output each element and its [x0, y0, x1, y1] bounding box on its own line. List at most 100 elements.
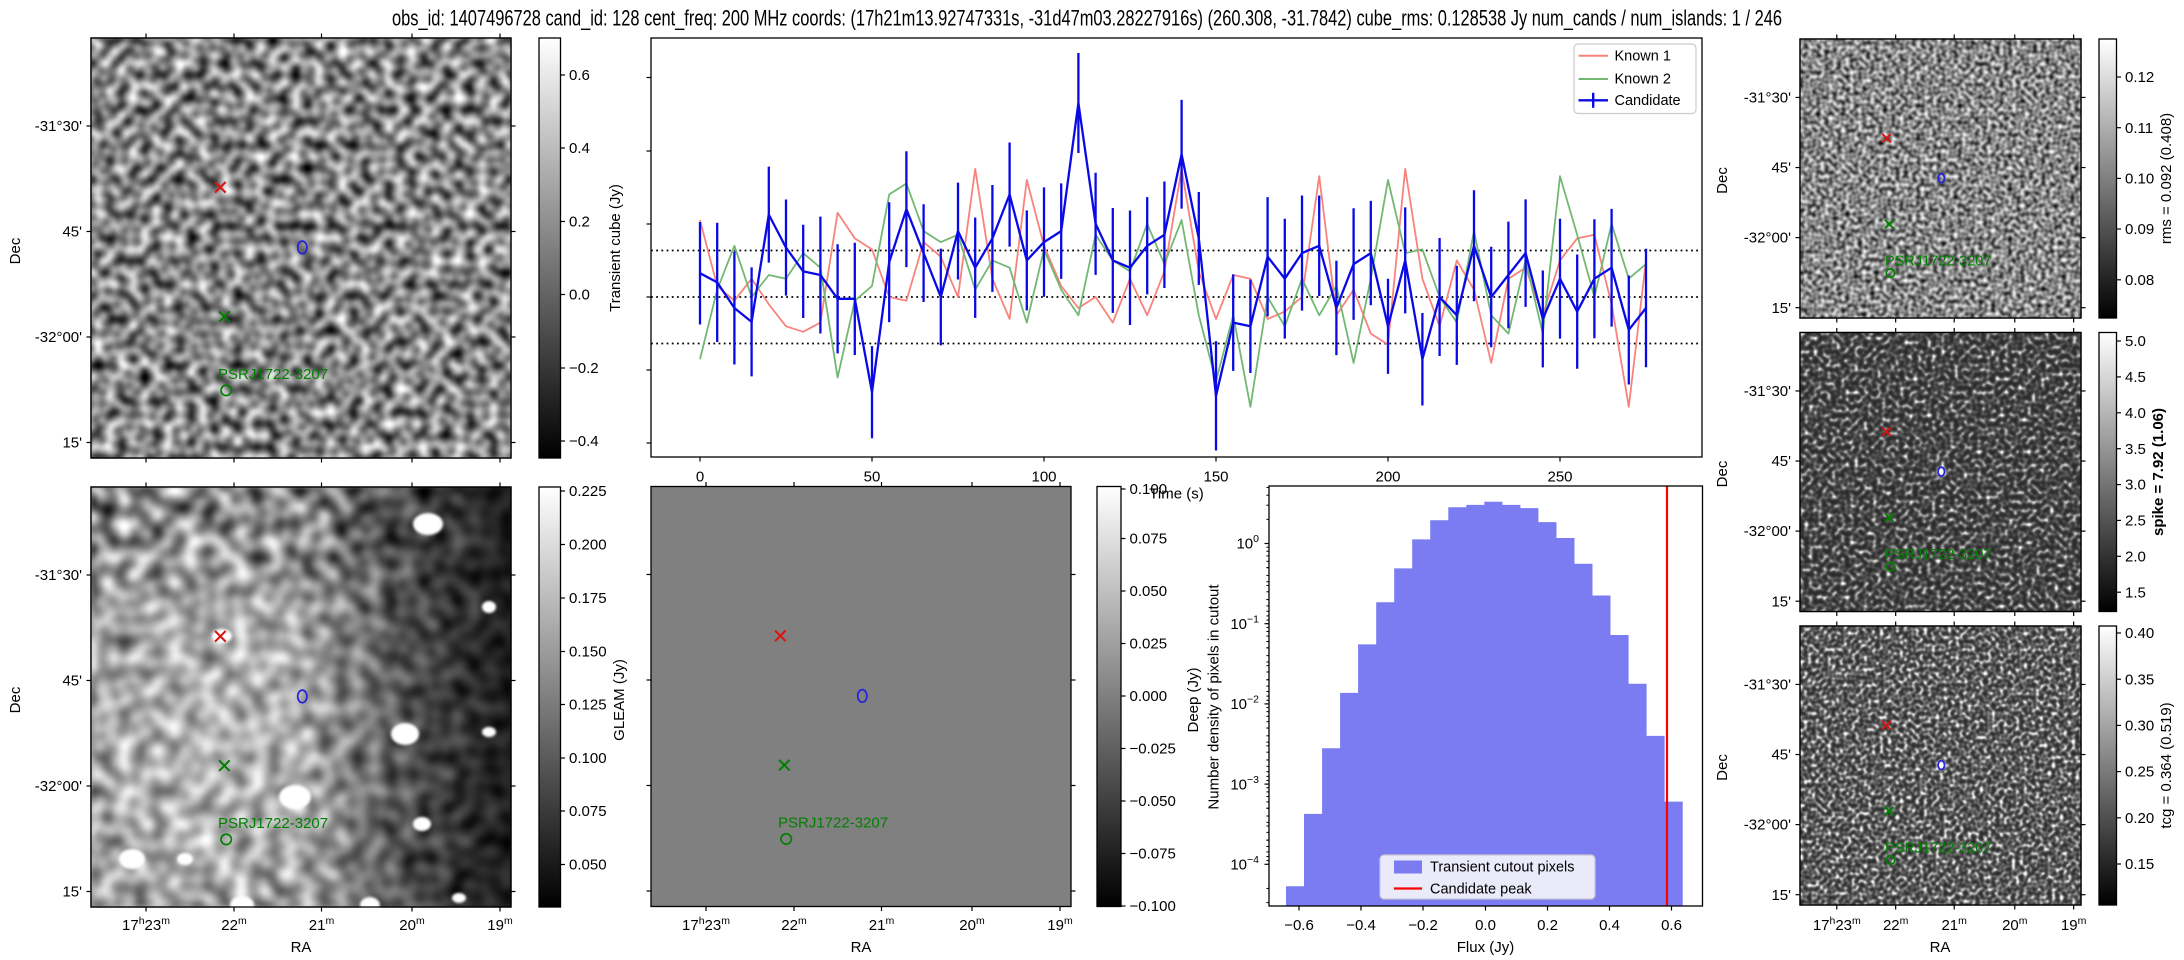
svg-text:150: 150: [1203, 469, 1228, 486]
svg-text:22m: 22m: [221, 915, 247, 934]
svg-text:Known 1: Known 1: [1615, 49, 1671, 65]
svg-text:0.4: 0.4: [1599, 917, 1620, 934]
svg-text:-32°00': -32°00': [1744, 523, 1791, 540]
svg-text:Number density of pixels in cu: Number density of pixels in cutout: [1206, 584, 1223, 810]
svg-text:0.30: 0.30: [2125, 718, 2154, 735]
svg-text:22m: 22m: [781, 915, 807, 934]
svg-text:0.125: 0.125: [569, 697, 607, 714]
svg-text:0.050: 0.050: [569, 857, 607, 874]
svg-text:PSRJ1722-3207: PSRJ1722-3207: [218, 366, 328, 383]
svg-text:0.000: 0.000: [1130, 688, 1168, 705]
svg-text:PSRJ1722-3207: PSRJ1722-3207: [1885, 841, 1991, 857]
svg-text:obs_id: 1407496728 cand_id: 12: obs_id: 1407496728 cand_id: 128 cent_fre…: [392, 6, 1782, 31]
svg-text:-31°30': -31°30': [1744, 383, 1791, 400]
svg-text:20m: 20m: [959, 915, 985, 934]
svg-text:Dec: Dec: [1714, 754, 1731, 781]
svg-text:0.075: 0.075: [569, 803, 607, 820]
svg-text:20m: 20m: [2002, 915, 2028, 934]
svg-text:-32°00': -32°00': [35, 778, 82, 795]
svg-text:Transient cutout pixels: Transient cutout pixels: [1430, 860, 1575, 876]
svg-text:19m: 19m: [2061, 915, 2087, 934]
svg-text:100: 100: [1236, 533, 1259, 553]
svg-text:Dec: Dec: [7, 686, 24, 713]
svg-text:0.6: 0.6: [569, 67, 590, 84]
svg-text:PSRJ1722-3207: PSRJ1722-3207: [778, 815, 888, 832]
svg-text:45': 45': [62, 224, 82, 241]
svg-text:45': 45': [62, 673, 82, 690]
svg-text:21m: 21m: [1941, 915, 1967, 934]
svg-text:Flux (Jy): Flux (Jy): [1457, 939, 1515, 956]
svg-text:Known 2: Known 2: [1615, 72, 1671, 88]
svg-text:21m: 21m: [869, 915, 895, 934]
svg-text:3.0: 3.0: [2125, 477, 2146, 494]
svg-text:0.050: 0.050: [1130, 583, 1168, 600]
svg-text:-31°30': -31°30': [35, 567, 82, 584]
svg-text:0.09: 0.09: [2125, 221, 2154, 238]
svg-text:0.35: 0.35: [2125, 671, 2154, 688]
svg-text:5.0: 5.0: [2125, 333, 2146, 350]
svg-text:RA: RA: [291, 939, 312, 956]
svg-text:-31°30': -31°30': [1744, 90, 1791, 107]
svg-text:Deep (Jy): Deep (Jy): [1185, 667, 1202, 732]
svg-text:0.100: 0.100: [569, 750, 607, 767]
svg-text:200: 200: [1375, 469, 1400, 486]
svg-text:Dec: Dec: [1714, 460, 1731, 487]
svg-text:100: 100: [1031, 469, 1056, 486]
svg-text:4.0: 4.0: [2125, 405, 2146, 422]
svg-text:RA: RA: [1930, 939, 1951, 956]
svg-text:Time (s): Time (s): [1149, 486, 1203, 503]
svg-text:45': 45': [1771, 453, 1791, 470]
svg-text:10−4: 10−4: [1230, 854, 1259, 874]
svg-text:−0.2: −0.2: [569, 360, 599, 377]
svg-text:0.2: 0.2: [1537, 917, 1558, 934]
svg-text:tcg = 0.364 (0.519): tcg = 0.364 (0.519): [2158, 702, 2175, 828]
svg-text:Dec: Dec: [1714, 167, 1731, 194]
svg-text:−0.075: −0.075: [1130, 846, 1176, 863]
svg-text:Candidate: Candidate: [1615, 93, 1681, 109]
svg-text:−0.025: −0.025: [1130, 741, 1176, 758]
svg-text:0.15: 0.15: [2125, 856, 2154, 873]
svg-text:22m: 22m: [1883, 915, 1909, 934]
svg-text:PSRJ1722-3207: PSRJ1722-3207: [1885, 547, 1991, 563]
svg-text:−0.050: −0.050: [1130, 793, 1176, 810]
svg-text:10−2: 10−2: [1230, 694, 1259, 714]
svg-text:0.12: 0.12: [2125, 69, 2154, 86]
svg-text:-32°00': -32°00': [1744, 817, 1791, 834]
svg-text:45': 45': [1771, 160, 1791, 177]
svg-text:0.100: 0.100: [1130, 481, 1168, 498]
svg-text:−0.100: −0.100: [1130, 898, 1176, 915]
svg-text:15': 15': [62, 884, 82, 901]
svg-text:3.5: 3.5: [2125, 441, 2146, 458]
svg-text:0.0: 0.0: [569, 287, 590, 304]
svg-text:-32°00': -32°00': [1744, 230, 1791, 247]
svg-text:RA: RA: [851, 939, 872, 956]
svg-text:0.025: 0.025: [1130, 636, 1168, 653]
svg-text:250: 250: [1547, 469, 1572, 486]
svg-text:Transient cube (Jy): Transient cube (Jy): [607, 184, 624, 312]
svg-text:20m: 20m: [399, 915, 425, 934]
svg-text:19m: 19m: [1047, 915, 1073, 934]
svg-text:10−3: 10−3: [1230, 774, 1259, 794]
svg-text:GLEAM (Jy): GLEAM (Jy): [611, 659, 628, 741]
svg-text:Candidate peak: Candidate peak: [1430, 882, 1532, 898]
svg-text:-31°30': -31°30': [1744, 677, 1791, 694]
svg-text:17h23m: 17h23m: [682, 915, 730, 934]
svg-text:0.11: 0.11: [2125, 120, 2153, 137]
svg-text:−0.2: −0.2: [1408, 917, 1438, 934]
svg-text:−0.4: −0.4: [569, 433, 599, 450]
svg-text:15': 15': [1771, 300, 1791, 317]
svg-text:19m: 19m: [487, 915, 513, 934]
svg-text:17h23m: 17h23m: [122, 915, 170, 934]
svg-text:-31°30': -31°30': [35, 118, 82, 135]
svg-text:rms = 0.092 (0.408): rms = 0.092 (0.408): [2158, 113, 2175, 244]
svg-text:0.25: 0.25: [2125, 764, 2154, 781]
svg-text:15': 15': [62, 435, 82, 452]
svg-text:10−1: 10−1: [1230, 613, 1259, 633]
svg-text:50: 50: [864, 469, 881, 486]
svg-text:PSRJ1722-3207: PSRJ1722-3207: [1885, 254, 1991, 270]
svg-text:0.225: 0.225: [569, 483, 607, 500]
svg-text:0.175: 0.175: [569, 590, 607, 607]
svg-text:0.4: 0.4: [569, 140, 590, 157]
svg-text:0.0: 0.0: [1475, 917, 1496, 934]
svg-text:21m: 21m: [309, 915, 335, 934]
